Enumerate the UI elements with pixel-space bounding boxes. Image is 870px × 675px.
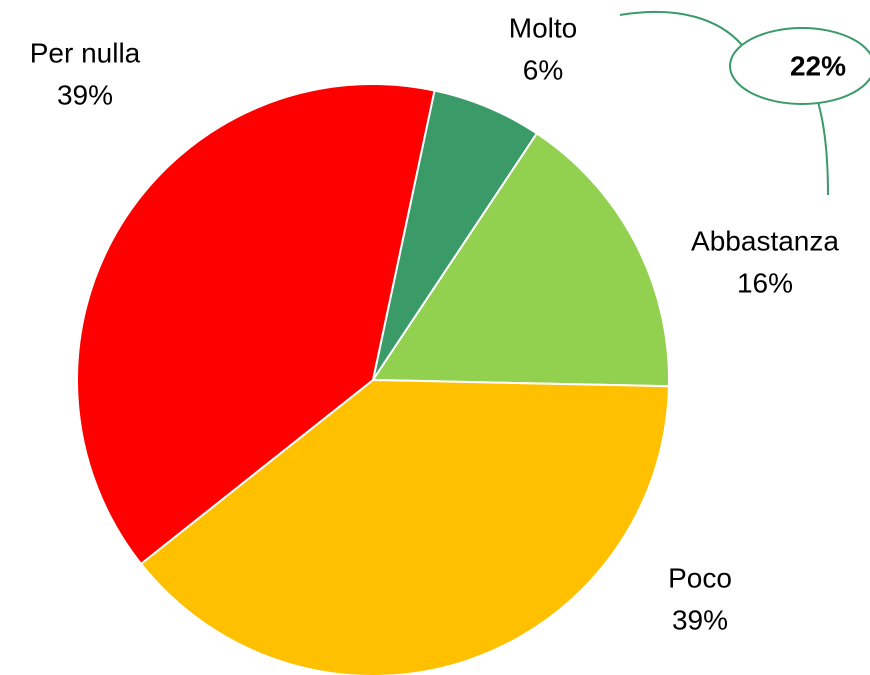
annotation-group: 22%	[619, 10, 870, 196]
annotation-connector	[817, 101, 829, 196]
pie	[76, 83, 670, 675]
slice-label: Per nulla	[30, 37, 141, 68]
data-label: 39%	[672, 604, 728, 635]
pie-slice	[371, 132, 670, 388]
pie-slice	[76, 83, 436, 566]
slice-label: Molto	[509, 12, 577, 43]
data-label: 6%	[523, 54, 563, 85]
annotation: 22%	[790, 50, 846, 81]
data-label: 16%	[737, 267, 793, 298]
annotation-ellipse	[729, 27, 870, 105]
slice-label: Poco	[668, 562, 732, 593]
pie-slice	[139, 378, 670, 675]
data-label: 39%	[57, 79, 113, 110]
slice-label: Abbastanza	[691, 225, 839, 256]
annotation-connector	[619, 10, 743, 46]
